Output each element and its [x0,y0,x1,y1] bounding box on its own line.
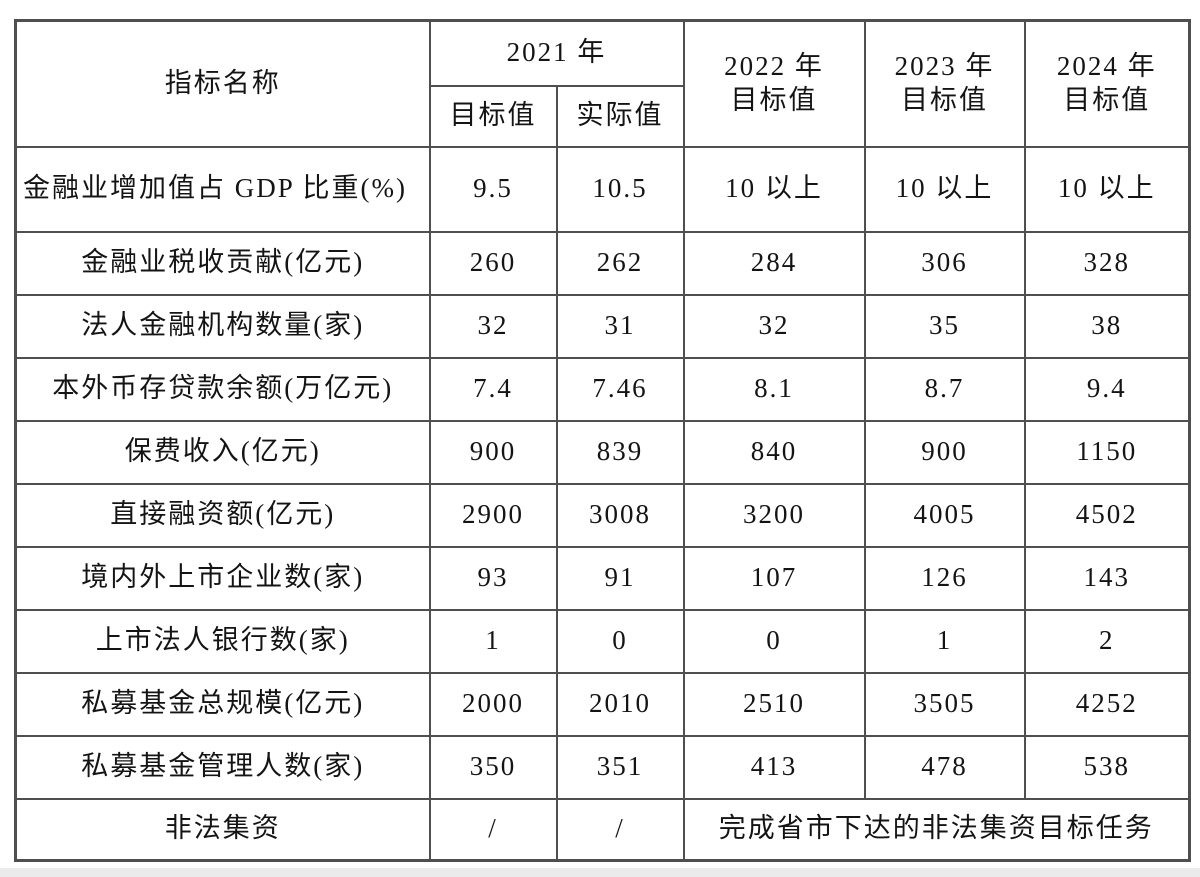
value-cell: 478 [863,734,1026,800]
header-line: 目标值 [1063,84,1151,115]
table-row: 金融业税收贡献(亿元) 260 262 284 306 328 [14,230,1191,296]
value-cell: 0 [682,608,866,674]
value-cell: 1150 [1023,419,1191,485]
value-cell: 126 [863,545,1026,611]
value-cell: 306 [863,230,1026,296]
value-cell: 413 [682,734,866,800]
value-cell: 8.1 [682,356,866,422]
indicator-label: 金融业增加值占 GDP 比重(%) [14,145,431,233]
indicator-label: 境内外上市企业数(家) [14,545,431,611]
header-line: 目标值 [730,84,818,115]
value-cell: 2900 [428,482,558,548]
page-bottom-strip [0,868,1200,877]
value-cell: 107 [682,545,866,611]
table-row: 直接融资额(亿元) 2900 3008 3200 4005 4502 [14,482,1191,548]
value-cell: 2010 [555,671,685,737]
value-cell: 7.46 [555,356,685,422]
value-cell: 38 [1023,293,1191,359]
value-cell: 351 [555,734,685,800]
table-row: 上市法人银行数(家) 1 0 0 1 2 [14,608,1191,674]
table-row: 私募基金总规模(亿元) 2000 2010 2510 3505 4252 [14,671,1191,737]
table-row: 境内外上市企业数(家) 93 91 107 126 143 [14,545,1191,611]
table-row: 非法集资 / / 完成省市下达的非法集资目标任务 [14,797,1191,862]
header-year-2023-target: 2023 年 目标值 [863,19,1026,148]
value-cell: 840 [682,419,866,485]
value-cell: 10 以上 [682,145,866,233]
value-cell-slash: / [428,797,558,862]
header-year-2021: 2021 年 [428,19,685,87]
table-row: 金融业增加值占 GDP 比重(%) 9.5 10.5 10 以上 10 以上 1… [14,145,1191,233]
value-cell: 10 以上 [1023,145,1191,233]
value-cell: 1 [428,608,558,674]
value-cell: 900 [863,419,1026,485]
value-cell: 4502 [1023,482,1191,548]
indicator-label: 私募基金管理人数(家) [14,734,431,800]
value-cell: 2000 [428,671,558,737]
value-cell: 91 [555,545,685,611]
header-2021-actual: 实际值 [555,84,685,148]
value-cell: 538 [1023,734,1191,800]
value-cell-slash: / [555,797,685,862]
value-cell: 143 [1023,545,1191,611]
value-cell: 3008 [555,482,685,548]
value-cell: 10 以上 [863,145,1026,233]
value-cell: 839 [555,419,685,485]
value-cell: 32 [428,293,558,359]
table-row: 保费收入(亿元) 900 839 840 900 1150 [14,419,1191,485]
value-cell: 4252 [1023,671,1191,737]
header-line: 目标值 [901,84,988,115]
indicator-label: 本外币存贷款余额(万亿元) [14,356,431,422]
value-cell: 9.4 [1023,356,1191,422]
indicator-label: 私募基金总规模(亿元) [14,671,431,737]
value-cell: 3200 [682,482,866,548]
value-cell: 0 [555,608,685,674]
indicator-label: 上市法人银行数(家) [14,608,431,674]
header-row-top: 指标名称 2021 年 2022 年 目标值 2023 年 目标值 2024 年… [14,19,1191,148]
value-cell: 284 [682,230,866,296]
table-row: 本外币存贷款余额(万亿元) 7.4 7.46 8.1 8.7 9.4 [14,356,1191,422]
header-year-2024-target: 2024 年 目标值 [1023,19,1191,148]
value-cell: 350 [428,734,558,800]
header-year-2022-target: 2022 年 目标值 [682,19,866,148]
value-cell: 2510 [682,671,866,737]
header-row-sub: 目标值 实际值 [16,84,1190,148]
indicator-label: 金融业税收贡献(亿元) [14,230,431,296]
indicators-table: 指标名称 2021 年 2022 年 目标值 2023 年 目标值 2024 年… [14,19,1191,862]
header-line: 2022 年 [724,51,824,81]
value-cell: 8.7 [863,356,1026,422]
indicator-label: 保费收入(亿元) [14,419,431,485]
value-cell: 260 [428,230,558,296]
value-cell: 3505 [863,671,1026,737]
header-indicator-name: 指标名称 [14,19,431,148]
value-cell: 262 [555,230,685,296]
indicator-label: 非法集资 [14,797,431,862]
header-2021-target: 目标值 [428,84,558,148]
indicator-label: 法人金融机构数量(家) [14,293,431,359]
header-line: 2024 年 [1056,51,1157,81]
table-row: 私募基金管理人数(家) 350 351 413 478 538 [14,734,1191,800]
value-cell: 35 [863,293,1026,359]
value-cell: 2 [1023,608,1191,674]
value-cell: 1 [863,608,1026,674]
value-cell: 31 [555,293,685,359]
indicator-label: 直接融资额(亿元) [14,482,431,548]
header-line: 2023 年 [894,51,995,81]
merged-note-cell: 完成省市下达的非法集资目标任务 [682,797,1191,862]
table-row: 法人金融机构数量(家) 32 31 32 35 38 [14,293,1191,359]
value-cell: 4005 [863,482,1026,548]
value-cell: 93 [428,545,558,611]
value-cell: 9.5 [428,145,558,233]
value-cell: 328 [1023,230,1191,296]
value-cell: 32 [682,293,866,359]
value-cell: 900 [428,419,558,485]
value-cell: 7.4 [428,356,558,422]
value-cell: 10.5 [555,145,685,233]
